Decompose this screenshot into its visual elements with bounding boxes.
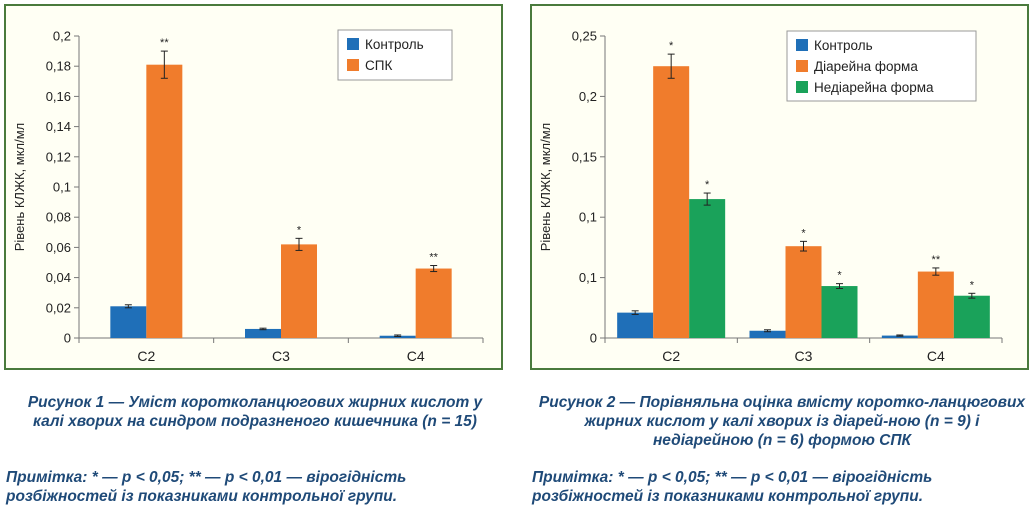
bar	[749, 330, 786, 338]
y-tick-label: 0,12	[46, 149, 71, 164]
legend-label: Контроль	[365, 37, 424, 52]
significance-mark: **	[429, 252, 438, 264]
y-tick-label: 0,02	[46, 300, 71, 315]
y-tick-label: 0,2	[579, 89, 597, 104]
legend-swatch	[347, 38, 359, 50]
legend-swatch	[796, 81, 808, 93]
legend-swatch	[796, 39, 808, 51]
x-category-label: С4	[927, 348, 945, 364]
y-tick-label: 0,04	[46, 270, 71, 285]
significance-mark: *	[669, 40, 674, 52]
x-category-label: С2	[137, 348, 155, 364]
chart-2-frame: Рівень КЛЖК, мкл/мл 0 0,1 0,1 0,15 0,2 0,25 С2 *…	[530, 4, 1029, 370]
x-category-label: С3	[272, 348, 290, 364]
x-category-label: С3	[795, 348, 813, 364]
y-tick-label: 0,1	[579, 270, 597, 285]
figure-2-note: Примітка: * — р < 0,05; ** — р < 0,01 — …	[532, 469, 933, 505]
y-tick-label: 0	[64, 331, 71, 346]
y-tick-label: 0,08	[46, 210, 71, 225]
legend-box	[786, 30, 977, 102]
bar	[953, 295, 990, 338]
y-tick-label: 0,2	[53, 29, 71, 44]
legend-label: Діарейна форма	[814, 59, 918, 74]
significance-mark: *	[801, 227, 806, 239]
legend-label: СПК	[365, 58, 392, 73]
y-tick-label: 0	[590, 331, 597, 346]
bar	[653, 66, 690, 338]
y-tick-label: 0,06	[46, 240, 71, 255]
y-tick-label: 0,1	[579, 210, 597, 225]
y-tick-label: 0,15	[572, 149, 597, 164]
significance-mark: **	[932, 254, 941, 266]
y-tick-label: 0,18	[46, 59, 71, 74]
legend-label: Недіарейна форма	[814, 80, 934, 95]
chart-1-frame: Рівень КЛЖК, мкл/мл 0 0,02 0,04 0,06 0,08 0,1 0…	[4, 4, 503, 370]
chart-2-svg: Рівень КЛЖК, мкл/мл 0 0,1 0,1 0,15 0,2 0,25 С2 *…	[538, 29, 1003, 364]
legend-label: Контроль	[814, 38, 873, 53]
bar	[689, 199, 726, 338]
y-tick-label: 0,14	[46, 119, 71, 134]
bar	[281, 244, 317, 338]
figure-1-note: Примітка: * — р < 0,05; ** — р < 0,01 — …	[6, 469, 407, 505]
x-category-label: С4	[407, 348, 425, 364]
y-axis-label: Рівень КЛЖК, мкл/мл	[538, 123, 553, 252]
bar	[415, 268, 452, 338]
significance-mark: *	[970, 279, 975, 291]
chart-1-svg: Рівень КЛЖК, мкл/мл 0 0,02 0,04 0,06 0,08 0,1 0…	[12, 29, 484, 364]
y-tick-label: 0,1	[53, 180, 71, 195]
significance-mark: *	[297, 224, 302, 236]
y-tick-label: 0,16	[46, 89, 71, 104]
significance-mark: *	[837, 270, 842, 282]
legend-swatch	[347, 59, 359, 71]
bar	[821, 286, 858, 338]
bar	[917, 271, 954, 338]
bar	[785, 246, 822, 338]
bar	[146, 64, 183, 338]
y-tick-label: 0,25	[572, 29, 597, 44]
figure-1-caption: Рисунок 1 — Уміст коротколанцюгових жирн…	[27, 394, 483, 430]
x-category-label: С2	[662, 348, 680, 364]
figure-2-caption: Рисунок 2 — Порівняльна оцінка вмісту ко…	[538, 394, 1026, 449]
legend-swatch	[796, 60, 808, 72]
bar	[245, 328, 281, 338]
bar	[110, 306, 147, 338]
bar	[881, 335, 918, 338]
significance-mark: *	[705, 179, 710, 191]
bar	[617, 312, 654, 338]
y-axis-label: Рівень КЛЖК, мкл/мл	[12, 123, 27, 252]
significance-mark: **	[160, 37, 169, 49]
